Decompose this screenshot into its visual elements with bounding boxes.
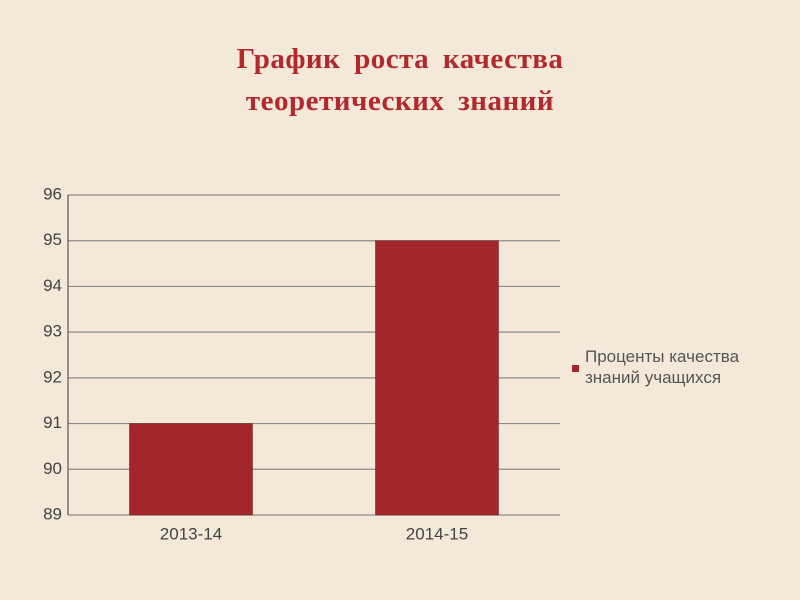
y-tick-label: 95 (43, 230, 62, 249)
y-tick-label: 91 (43, 413, 62, 432)
bar (375, 240, 499, 516)
y-tick-label: 94 (43, 276, 62, 295)
bar (129, 423, 253, 516)
y-tick-label: 92 (43, 367, 62, 386)
legend: Проценты качества знаний учащихся (572, 346, 782, 388)
y-tick-label: 93 (43, 322, 62, 341)
chart-title: График роста качества теоретических знан… (236, 43, 564, 117)
y-tick-label: 89 (43, 504, 62, 523)
legend-label: Проценты качества знаний учащихся (585, 347, 740, 387)
y-tick-label: 90 (43, 459, 62, 478)
x-tick-label: 2014-15 (406, 524, 468, 543)
x-tick-label: 2013-14 (160, 524, 222, 543)
y-tick-label: 96 (43, 184, 62, 203)
legend-swatch (572, 365, 579, 372)
